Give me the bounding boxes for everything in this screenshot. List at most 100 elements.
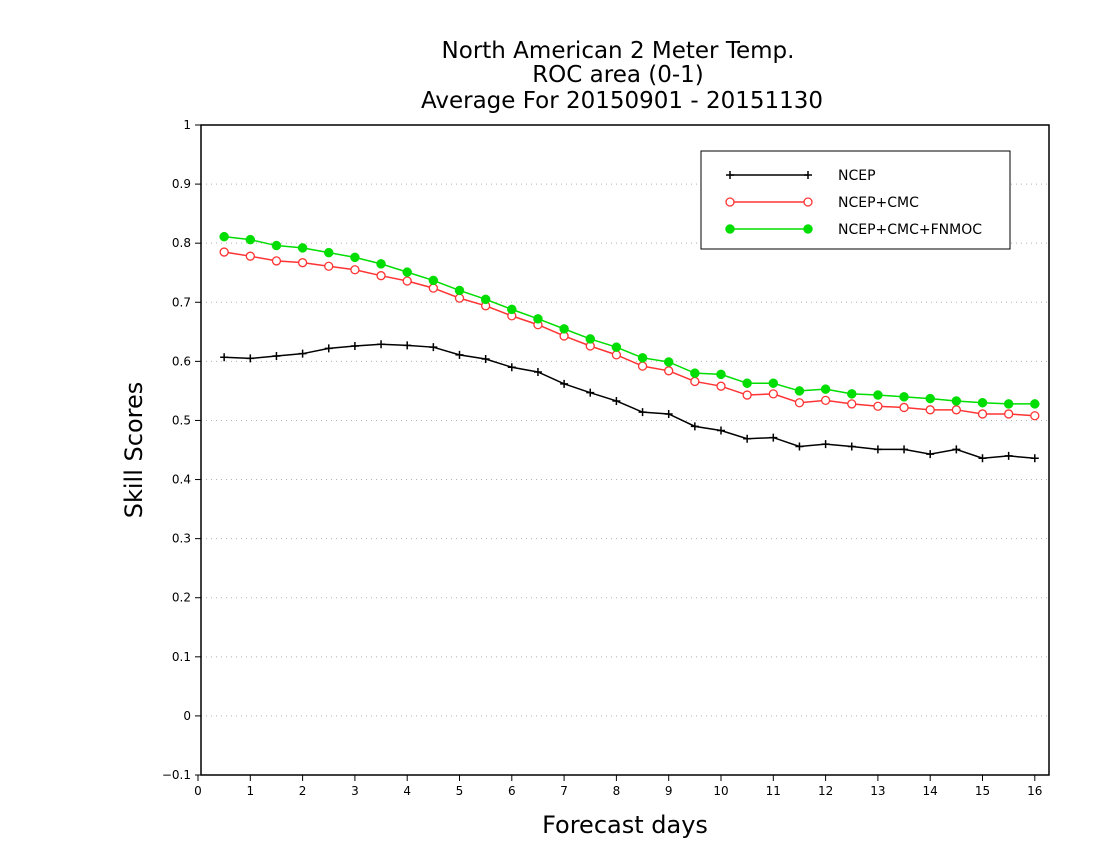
- data-point-ncep-cmc-fnmoc: [637, 353, 648, 363]
- x-tick-label: 13: [870, 784, 885, 798]
- data-point-ncep: [1004, 451, 1013, 460]
- data-point-ncep: [612, 396, 621, 405]
- x-tick-label: 15: [975, 784, 990, 798]
- data-point-ncep-cmc-fnmoc: [820, 384, 831, 394]
- x-tick-label: 4: [403, 784, 411, 798]
- data-point-ncep: [220, 353, 229, 362]
- data-point-ncep-cmc-fnmoc: [533, 314, 543, 324]
- data-point-ncep-cmc-fnmoc: [742, 378, 752, 388]
- data-point-ncep-cmc: [454, 293, 465, 303]
- data-point-ncep-cmc-fnmoc: [402, 267, 412, 277]
- legend-marker: [725, 224, 735, 234]
- data-point-ncep-cmc-fnmoc: [271, 240, 282, 251]
- data-point-ncep-cmc: [245, 251, 255, 261]
- data-point-ncep-cmc-fnmoc: [977, 397, 988, 408]
- series-layer: [219, 231, 1040, 463]
- data-point-ncep: [926, 450, 935, 459]
- data-point-ncep-cmc-fnmoc: [324, 247, 334, 258]
- data-point-ncep: [664, 409, 673, 418]
- data-point-ncep: [900, 445, 909, 454]
- data-point-ncep-cmc: [794, 398, 805, 408]
- data-point-ncep-cmc: [925, 405, 935, 415]
- data-point-ncep-cmc: [428, 283, 439, 293]
- series-ncep-cmc: [219, 247, 1040, 421]
- data-point-ncep: [429, 343, 438, 352]
- data-point-ncep: [481, 355, 490, 363]
- data-point-ncep-cmc-fnmoc: [480, 294, 491, 305]
- data-point-ncep: [272, 352, 281, 361]
- data-point-ncep-cmc: [219, 247, 229, 257]
- data-point-ncep-cmc-fnmoc: [507, 304, 517, 315]
- x-axis-label: Forecast days: [542, 811, 708, 839]
- y-tick-label: 1: [183, 118, 191, 132]
- x-tick-label: 2: [299, 784, 307, 798]
- data-point-ncep: [717, 426, 725, 435]
- data-point-ncep-cmc: [847, 399, 857, 409]
- data-point-ncep-cmc-fnmoc: [559, 324, 569, 334]
- y-tick-label: −0.1: [162, 768, 191, 782]
- data-point-ncep: [769, 433, 778, 442]
- data-point-ncep: [403, 341, 412, 350]
- data-point-ncep-cmc-fnmoc: [899, 392, 909, 402]
- x-tick-label: 9: [665, 784, 673, 798]
- data-point-ncep-cmc: [716, 381, 726, 391]
- x-tick-label: 7: [560, 784, 568, 798]
- y-tick-label: 0.8: [172, 236, 191, 250]
- data-point-ncep: [847, 442, 856, 451]
- data-point-ncep-cmc-fnmoc: [1003, 399, 1014, 409]
- data-point-ncep-cmc-fnmoc: [350, 252, 360, 263]
- data-point-ncep: [1030, 454, 1039, 463]
- data-point-ncep: [455, 350, 464, 359]
- data-point-ncep: [743, 434, 752, 443]
- y-tick-label: 0.6: [172, 354, 191, 368]
- series-ncep-cmc-fnmoc: [219, 231, 1040, 409]
- data-point-ncep: [952, 445, 961, 454]
- data-point-ncep: [795, 442, 804, 451]
- legend-marker: [725, 197, 735, 207]
- data-point-ncep: [978, 454, 987, 463]
- data-point-ncep-cmc-fnmoc: [663, 357, 674, 367]
- legend-item-ncep: NCEP: [726, 168, 876, 184]
- data-point-ncep-cmc-fnmoc: [297, 243, 308, 253]
- data-point-ncep: [507, 363, 516, 372]
- data-point-ncep-cmc-fnmoc: [925, 393, 935, 404]
- data-point-ncep-cmc-fnmoc: [847, 389, 857, 399]
- chart-title: North American 2 Meter Temp.: [442, 38, 795, 64]
- legend-label: NCEP+CMC+FNMOC: [838, 222, 982, 238]
- legend-marker: [803, 224, 813, 234]
- x-tick-label: 6: [508, 784, 516, 798]
- x-tick-label: 8: [613, 784, 621, 798]
- data-point-ncep-cmc-fnmoc: [245, 234, 256, 245]
- data-point-ncep: [377, 340, 386, 349]
- data-point-ncep: [821, 440, 830, 449]
- x-tick-label: 5: [456, 784, 464, 798]
- data-point-ncep: [586, 388, 595, 397]
- data-point-ncep-cmc: [820, 395, 831, 406]
- legend-box: [700, 150, 1011, 250]
- data-point-ncep-cmc-fnmoc: [611, 342, 622, 352]
- data-point-ncep-cmc-fnmoc: [376, 259, 386, 269]
- x-tick-label: 12: [818, 784, 833, 798]
- data-point-ncep: [873, 445, 882, 454]
- x-tick-label: 14: [923, 784, 938, 798]
- data-point-ncep-cmc: [324, 261, 334, 271]
- data-point-ncep-cmc: [768, 389, 778, 399]
- data-point-ncep: [690, 422, 699, 431]
- data-point-ncep: [298, 349, 307, 358]
- data-point-ncep-cmc: [297, 258, 308, 268]
- chart-subtitle: ROC area (0-1): [532, 62, 704, 88]
- data-point-ncep: [246, 354, 255, 363]
- data-point-ncep-cmc: [637, 361, 648, 371]
- data-point-ncep-cmc-fnmoc: [716, 369, 726, 380]
- y-tick-label: 0.4: [172, 473, 191, 487]
- data-point-ncep-cmc: [977, 409, 988, 419]
- x-tick-label: 3: [351, 784, 359, 798]
- legend-label: NCEP+CMC: [838, 195, 919, 211]
- data-point-ncep-cmc: [873, 401, 883, 411]
- y-tick-label: 0.3: [172, 532, 191, 546]
- data-point-ncep-cmc: [376, 271, 386, 281]
- legend: NCEP NCEP+CMC NCEP+CMC+FNMOC: [700, 150, 1011, 250]
- y-tick-label: 0: [183, 709, 191, 723]
- data-point-ncep-cmc: [1030, 411, 1040, 421]
